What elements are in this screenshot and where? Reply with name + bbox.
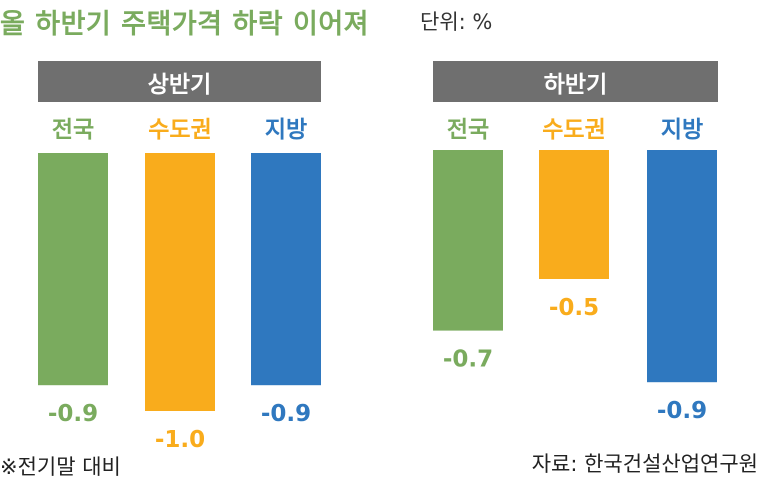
category-label-capital-first-half: 수도권 bbox=[148, 117, 211, 143]
value-label-national-first-half: -0.9 bbox=[48, 401, 98, 427]
value-label-regional-second-half: -0.9 bbox=[657, 398, 707, 424]
category-label-national-second-half: 전국 bbox=[447, 117, 489, 143]
category-label-capital-second-half: 수도권 bbox=[542, 117, 605, 143]
bar-regional-second-half bbox=[647, 150, 717, 383]
footnote: ※전기말 대비 bbox=[0, 455, 121, 479]
panel-header-first-half: 상반기 bbox=[38, 61, 321, 102]
source-label: 자료: 한국건설산업연구원 bbox=[531, 452, 758, 476]
chart-title: 올 하반기 주택가격 하락 이어져 bbox=[0, 9, 370, 40]
bar-capital-second-half bbox=[539, 150, 609, 279]
value-label-capital-second-half: -0.5 bbox=[549, 295, 599, 321]
value-label-national-second-half: -0.7 bbox=[443, 347, 493, 373]
value-label-capital-first-half: -1.0 bbox=[155, 427, 205, 453]
unit-label: 단위: % bbox=[420, 10, 493, 34]
category-label-regional-first-half: 지방 bbox=[265, 117, 307, 143]
bar-national-second-half bbox=[433, 150, 503, 331]
panel-header-second-half: 하반기 bbox=[433, 61, 718, 102]
bar-capital-first-half bbox=[145, 153, 215, 411]
category-label-national-first-half: 전국 bbox=[52, 117, 94, 143]
bar-regional-first-half bbox=[251, 153, 321, 386]
category-label-regional-second-half: 지방 bbox=[661, 117, 703, 143]
value-label-regional-first-half: -0.9 bbox=[261, 401, 311, 427]
bar-national-first-half bbox=[38, 153, 108, 386]
